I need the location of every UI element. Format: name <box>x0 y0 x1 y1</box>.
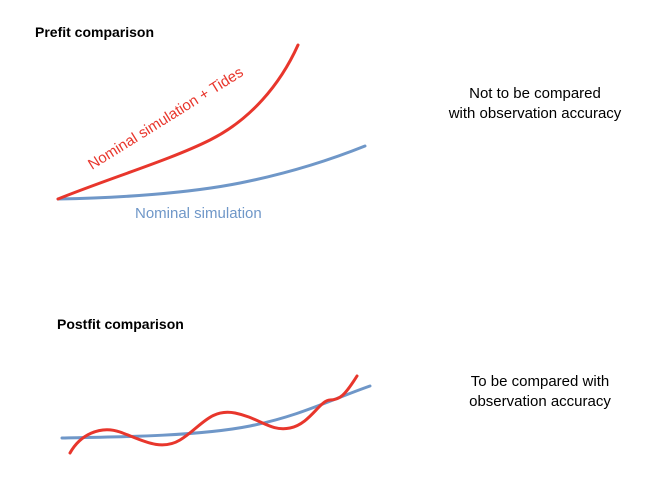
postfit-note: To be compared with observation accuracy <box>420 372 654 412</box>
postfit-note-line-1: To be compared with <box>470 373 610 390</box>
prefit-note: Not to be compared with observation accu… <box>415 84 654 124</box>
prefit-nominal-curve <box>56 144 367 201</box>
nominal-curve-label: Nominal simulation <box>135 205 262 222</box>
postfit-note-line-2: observation accuracy <box>469 393 611 410</box>
postfit-tides-curve <box>68 374 359 455</box>
prefit-note-line-1: Not to be compared <box>469 85 601 102</box>
prefit-title: Prefit comparison <box>35 24 155 40</box>
tides-curve-label: Nominal simulation + Tides <box>85 64 246 174</box>
postfit-title: Postfit comparison <box>57 316 184 332</box>
prefit-note-line-2: with observation accuracy <box>448 105 622 122</box>
prefit-tides-curve <box>56 43 300 201</box>
